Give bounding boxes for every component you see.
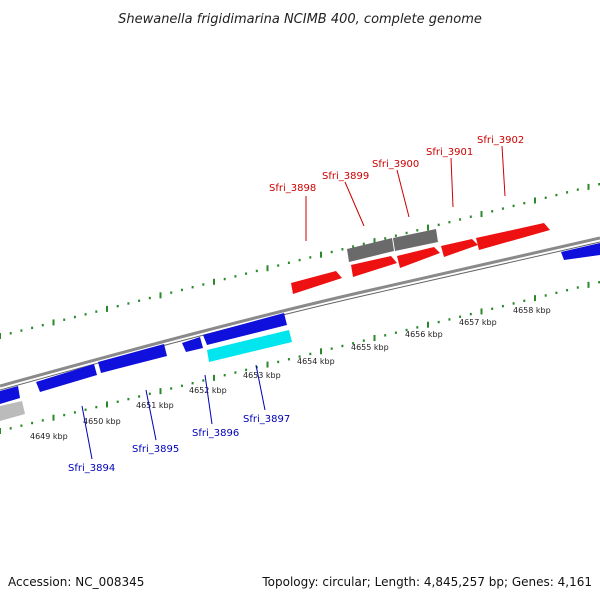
- forward-strand-genes: [291, 223, 550, 294]
- scale-label: 4651 kbp: [136, 401, 174, 410]
- gene-arrow[interactable]: [393, 229, 438, 251]
- gene-arrow[interactable]: [98, 344, 167, 373]
- forward-gene-labels: Sfri_3898 Sfri_3899 Sfri_3900 Sfri_3901 …: [269, 135, 524, 241]
- upper-tick-track: [0, 183, 600, 339]
- gene-arrow[interactable]: [347, 238, 394, 262]
- scale-label: 4649 kbp: [30, 432, 68, 441]
- gene-arrow[interactable]: [182, 337, 203, 352]
- gene-label-sfri-3900[interactable]: Sfri_3900: [372, 159, 419, 170]
- gene-arrow-highlighted[interactable]: [207, 330, 292, 362]
- scale-label: 4655 kbp: [351, 343, 389, 352]
- gene-label-sfri-3895[interactable]: Sfri_3895: [132, 444, 179, 455]
- scale-label: 4658 kbp: [513, 306, 551, 315]
- topology-text: Topology: circular; Length: 4,845,257 bp…: [261, 575, 592, 589]
- scale-label: 4656 kbp: [405, 330, 443, 339]
- gene-arrow[interactable]: [36, 364, 97, 392]
- scale-label: 4653 kbp: [243, 371, 281, 380]
- gene-label-sfri-3898[interactable]: Sfri_3898: [269, 183, 316, 194]
- gene-arrow[interactable]: [203, 313, 287, 345]
- gene-label-sfri-3894[interactable]: Sfri_3894: [68, 463, 115, 474]
- scale-labels: 4649 kbp 4650 kbp 4651 kbp 4652 kbp 4653…: [30, 306, 551, 441]
- map-title: Shewanella frigidimarina NCIMB 400, comp…: [118, 12, 482, 27]
- gene-arrow[interactable]: [0, 401, 25, 421]
- accession-text: Accession: NC_008345: [8, 575, 144, 589]
- gene-label-sfri-3901[interactable]: Sfri_3901: [426, 147, 473, 158]
- gene-arrow[interactable]: [397, 247, 440, 268]
- gene-arrow[interactable]: [291, 271, 342, 294]
- gene-arrow[interactable]: [476, 223, 550, 250]
- reverse-strand-genes: [0, 243, 600, 421]
- scale-label: 4650 kbp: [83, 417, 121, 426]
- gene-label-sfri-3897[interactable]: Sfri_3897: [243, 414, 290, 425]
- reverse-gene-labels: Sfri_3894 Sfri_3895 Sfri_3896 Sfri_3897: [68, 364, 290, 474]
- lower-tick-track: [0, 280, 600, 434]
- scale-label: 4657 kbp: [459, 318, 497, 327]
- gene-label-sfri-3896[interactable]: Sfri_3896: [192, 428, 239, 439]
- gene-arrow[interactable]: [0, 386, 20, 404]
- gene-arrow[interactable]: [441, 239, 478, 257]
- scale-label: 4654 kbp: [297, 357, 335, 366]
- gene-label-sfri-3899[interactable]: Sfri_3899: [322, 171, 369, 182]
- gene-arrow[interactable]: [351, 256, 397, 277]
- gene-arrow[interactable]: [561, 243, 600, 260]
- scale-label: 4652 kbp: [189, 386, 227, 395]
- gene-label-sfri-3902[interactable]: Sfri_3902: [477, 135, 524, 146]
